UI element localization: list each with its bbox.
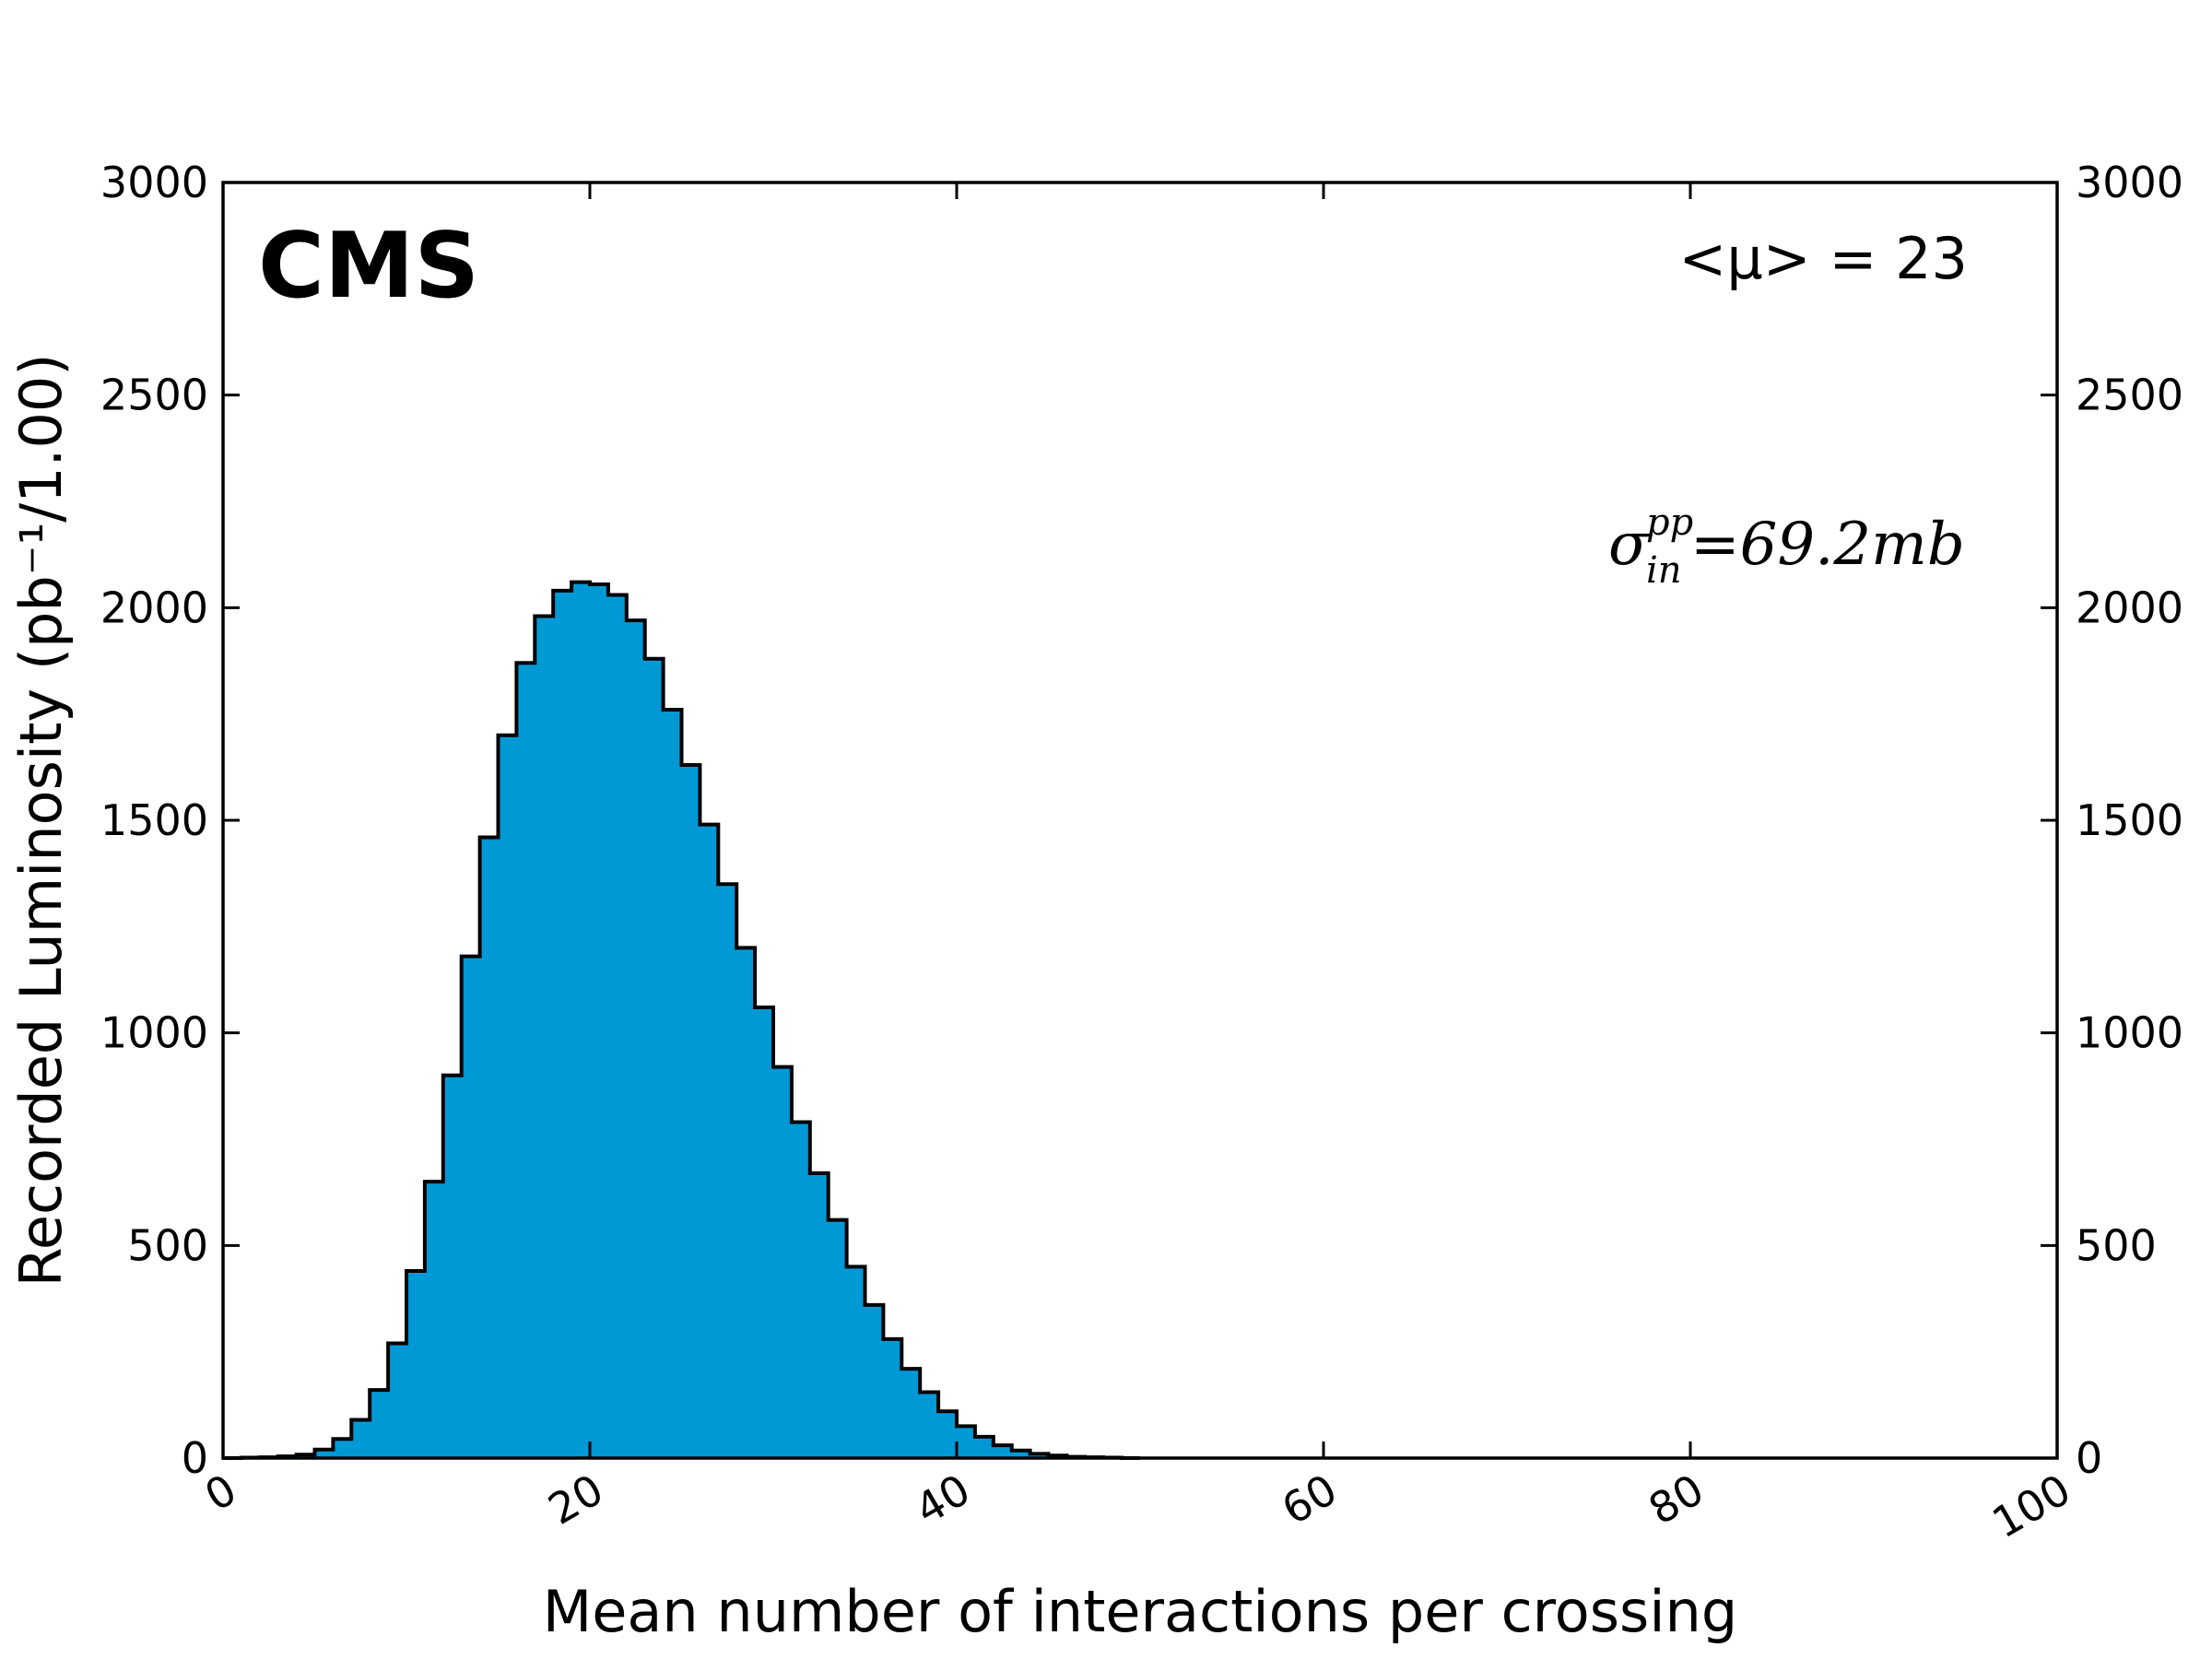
histogram-bar [828, 1219, 848, 1458]
histogram-bar [883, 1338, 902, 1458]
x-tick-label: 20 [540, 1465, 612, 1535]
y-tick-label-right: 500 [2076, 1220, 2157, 1270]
histogram-bar [479, 837, 500, 1458]
histogram-bar [333, 1439, 352, 1458]
histogram-bar [718, 884, 737, 1458]
histogram-bar [590, 583, 609, 1458]
y-tick-label-left: 0 [182, 1433, 208, 1483]
x-tick-label: 100 [1983, 1465, 2078, 1548]
histogram-bar [974, 1436, 994, 1458]
histogram-bar [461, 956, 481, 1458]
x-tick-label: 80 [1641, 1465, 1712, 1535]
y-axis-title: Recorded Luminosity (pb⁻¹/1.00) [7, 354, 75, 1288]
histogram-bar [957, 1426, 976, 1458]
histogram-bar [901, 1369, 921, 1458]
mean-pileup-label: <μ> = 23 [1678, 225, 1968, 292]
histogram-bar [1011, 1450, 1031, 1458]
sigma-symbol: σ [1608, 511, 1651, 579]
histogram-bar [865, 1304, 884, 1458]
y-tick-label-right: 1000 [2076, 1008, 2183, 1058]
histogram-bar [773, 1066, 793, 1458]
sigma-value: =69.2mb [1690, 511, 1965, 579]
histogram-bar [736, 947, 756, 1458]
histogram-bar [571, 582, 591, 1458]
y-tick-label-left: 2000 [100, 582, 208, 632]
y-tick-label-left: 500 [127, 1220, 208, 1270]
y-tick-label-right: 1500 [2076, 795, 2183, 845]
histogram-bar [663, 710, 683, 1458]
y-tick-label-left: 1000 [100, 1008, 208, 1058]
histogram-bar [370, 1390, 389, 1458]
y-tick-label-right: 3000 [2076, 158, 2183, 207]
histogram-bar [846, 1266, 866, 1458]
histogram-bars [241, 582, 1123, 1458]
histogram-bar [1030, 1453, 1050, 1458]
y-tick-label-left: 1500 [100, 795, 208, 845]
y-tick-label-left: 3000 [100, 158, 208, 207]
histogram-bar [553, 590, 572, 1458]
axis-ticks [221, 181, 2059, 1460]
x-tick-label: 60 [1274, 1465, 1346, 1535]
histogram-bar [681, 765, 700, 1458]
histogram-bar [314, 1449, 334, 1458]
histogram-bar [498, 735, 517, 1458]
histogram-bar [535, 616, 554, 1458]
cms-brand-label: CMS [258, 214, 479, 319]
sigma-superscript: pp [1646, 501, 1693, 544]
histogram-bar [351, 1419, 371, 1458]
sigma-subscript: in [1646, 549, 1682, 592]
x-axis-title: Mean number of interactions per crossing [543, 1578, 1737, 1645]
y-tick-label-right: 2000 [2076, 582, 2183, 632]
histogram-outline [223, 580, 1140, 1460]
histogram-bar [388, 1343, 407, 1458]
histogram-bar [791, 1122, 811, 1458]
histogram-bar [809, 1172, 830, 1458]
histogram-bar [700, 824, 719, 1458]
histogram-bar [755, 1006, 774, 1458]
y-tick-label-right: 2500 [2076, 371, 2183, 420]
histogram-bar [993, 1445, 1013, 1458]
x-tick-label: 40 [907, 1465, 979, 1535]
y-tick-label-left: 2500 [100, 371, 208, 420]
histogram-bar [938, 1411, 958, 1458]
histogram-bar [644, 658, 665, 1458]
histogram-bar [424, 1182, 444, 1458]
y-tick-label-right: 0 [2076, 1433, 2102, 1483]
histogram-bar [406, 1271, 426, 1458]
histogram-bar [516, 663, 535, 1458]
cross-section-annotation: σ pp in =69.2mb [1608, 501, 1965, 592]
histogram-bar [626, 620, 646, 1458]
histogram-bar [920, 1392, 939, 1458]
histogram-bar [442, 1075, 463, 1458]
histogram-bar [607, 594, 628, 1458]
